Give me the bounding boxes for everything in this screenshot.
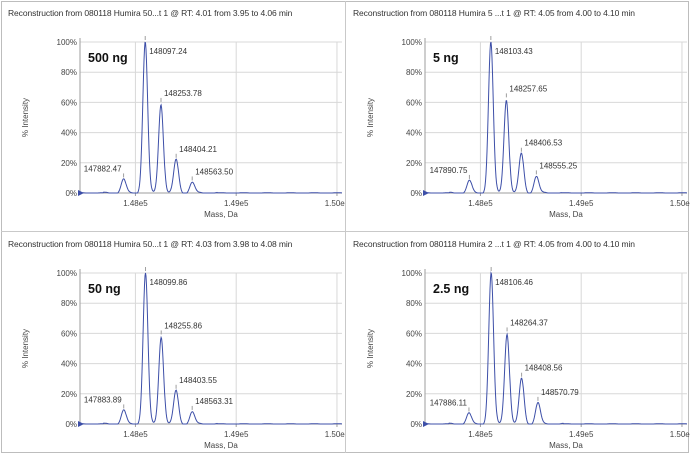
peak-label: 147886.11 — [430, 398, 468, 407]
spectrum-trace — [80, 272, 342, 425]
spectrum-trace — [425, 41, 687, 194]
x-axis-label: Mass, Da — [549, 441, 583, 450]
peak-label: 148403.55 — [179, 376, 217, 385]
x-tick-label: 1.49e5 — [224, 199, 249, 208]
y-tick-label: 40% — [61, 129, 77, 138]
y-tick-label: 100% — [402, 269, 422, 278]
peak-label: 148097.24 — [149, 47, 187, 56]
spectrum-trace — [80, 41, 342, 194]
y-tick-label: 20% — [406, 390, 422, 399]
y-tick-label: 20% — [61, 390, 77, 399]
y-tick-label: 80% — [61, 68, 77, 77]
peak-label: 148404.21 — [179, 145, 217, 154]
spectrum-trace — [425, 271, 687, 425]
peak-label: 148570.79 — [541, 388, 579, 397]
peak-label: 148563.31 — [195, 397, 233, 406]
x-tick-label: 1.49e5 — [224, 430, 249, 439]
peak-label: 148264.37 — [510, 318, 548, 327]
y-tick-label: 60% — [406, 98, 422, 107]
peak-label: 148563.50 — [195, 167, 233, 176]
spectrum-panel-500ng: 0% 20% 40% 60% 80% 100% 1.48e5 1.49e5 1.50e5 Mass… — [2, 2, 345, 230]
y-tick-label: 60% — [61, 329, 77, 338]
x-tick-label: 1.48e5 — [468, 199, 493, 208]
y-tick-label: 40% — [406, 129, 422, 138]
x-tick-label: 1.50e5 — [670, 430, 690, 439]
x-axis-label: Mass, Da — [204, 210, 238, 219]
spectrum-panel-5ng: 0% 20% 40% 60% 80% 100% 1.48e5 1.49e5 1.50e5 Mass… — [347, 2, 690, 230]
x-tick-label: 1.49e5 — [569, 199, 594, 208]
spectrum-plot: 0% 20% 40% 60% 80% 100% 1.48e5 1.49e5 1.50e5 Mass… — [21, 267, 345, 450]
y-tick-label: 80% — [406, 68, 422, 77]
trace-start-marker — [423, 421, 429, 427]
y-tick-label: 60% — [406, 329, 422, 338]
spectrum-panel-2-5ng: 0% 20% 40% 60% 80% 100% 1.48e5 1.49e5 1.50e5 Mass… — [347, 233, 690, 461]
concentration-label: 50 ng — [88, 282, 121, 296]
y-tick-label: 0% — [410, 420, 422, 429]
x-tick-label: 1.50e5 — [670, 199, 690, 208]
peak-label: 148257.65 — [509, 84, 547, 93]
peak-label: 147890.75 — [430, 166, 468, 175]
x-tick-label: 1.49e5 — [569, 430, 594, 439]
x-tick-label: 1.50e5 — [325, 430, 345, 439]
peak-label: 148106.46 — [495, 278, 533, 287]
y-tick-label: 0% — [410, 189, 422, 198]
y-axis-label: % Intensity — [366, 329, 375, 368]
peak-label: 148555.25 — [539, 161, 577, 170]
y-tick-label: 100% — [57, 269, 77, 278]
horizontal-divider — [1, 231, 689, 232]
y-axis-label: % Intensity — [366, 98, 375, 137]
concentration-label: 500 ng — [88, 51, 128, 65]
y-tick-label: 80% — [61, 299, 77, 308]
x-tick-label: 1.48e5 — [123, 199, 148, 208]
peak-label: 148099.86 — [149, 278, 187, 287]
y-tick-label: 0% — [65, 420, 77, 429]
y-tick-label: 40% — [61, 360, 77, 369]
y-axis-label: % Intensity — [21, 329, 30, 368]
peak-label: 147882.47 — [84, 164, 122, 173]
y-axis-label: % Intensity — [21, 98, 30, 137]
y-tick-label: 100% — [57, 38, 77, 47]
y-tick-label: 0% — [65, 189, 77, 198]
panel-title: Reconstruction from 080118 Humira 5 ...t… — [353, 8, 635, 18]
peak-label: 148253.78 — [164, 89, 202, 98]
panel-title: Reconstruction from 080118 Humira 50...t… — [8, 8, 293, 18]
x-axis-label: Mass, Da — [549, 210, 583, 219]
y-tick-label: 80% — [406, 299, 422, 308]
concentration-label: 2.5 ng — [433, 282, 469, 296]
y-tick-label: 20% — [406, 159, 422, 168]
trace-start-marker — [423, 190, 429, 196]
peak-label: 148408.56 — [525, 364, 563, 373]
concentration-label: 5 ng — [433, 51, 459, 65]
x-axis-label: Mass, Da — [204, 441, 238, 450]
spectrum-plot: 0% 20% 40% 60% 80% 100% 1.48e5 1.49e5 1.50e5 Mass… — [21, 36, 345, 219]
panel-title: Reconstruction from 080118 Humira 2 ...t… — [353, 239, 635, 249]
spectrum-panel-50ng: 0% 20% 40% 60% 80% 100% 1.48e5 1.49e5 1.50e5 Mass… — [2, 233, 345, 461]
peak-label: 148406.53 — [524, 139, 562, 148]
y-tick-label: 100% — [402, 38, 422, 47]
y-tick-label: 20% — [61, 159, 77, 168]
trace-start-marker — [78, 190, 84, 196]
x-tick-label: 1.48e5 — [123, 430, 148, 439]
x-tick-label: 1.50e5 — [325, 199, 345, 208]
spectrum-plot: 0% 20% 40% 60% 80% 100% 1.48e5 1.49e5 1.50e5 Mass… — [366, 267, 690, 450]
y-tick-label: 60% — [61, 98, 77, 107]
spectrum-plot: 0% 20% 40% 60% 80% 100% 1.48e5 1.49e5 1.50e5 Mass… — [366, 36, 690, 219]
peak-label: 148255.86 — [164, 321, 202, 330]
peak-label: 147883.89 — [84, 395, 122, 404]
trace-start-marker — [78, 421, 84, 427]
y-tick-label: 40% — [406, 360, 422, 369]
vertical-divider — [345, 1, 346, 453]
panel-title: Reconstruction from 080118 Humira 50...t… — [8, 239, 293, 249]
x-tick-label: 1.48e5 — [468, 430, 493, 439]
peak-label: 148103.43 — [495, 47, 533, 56]
